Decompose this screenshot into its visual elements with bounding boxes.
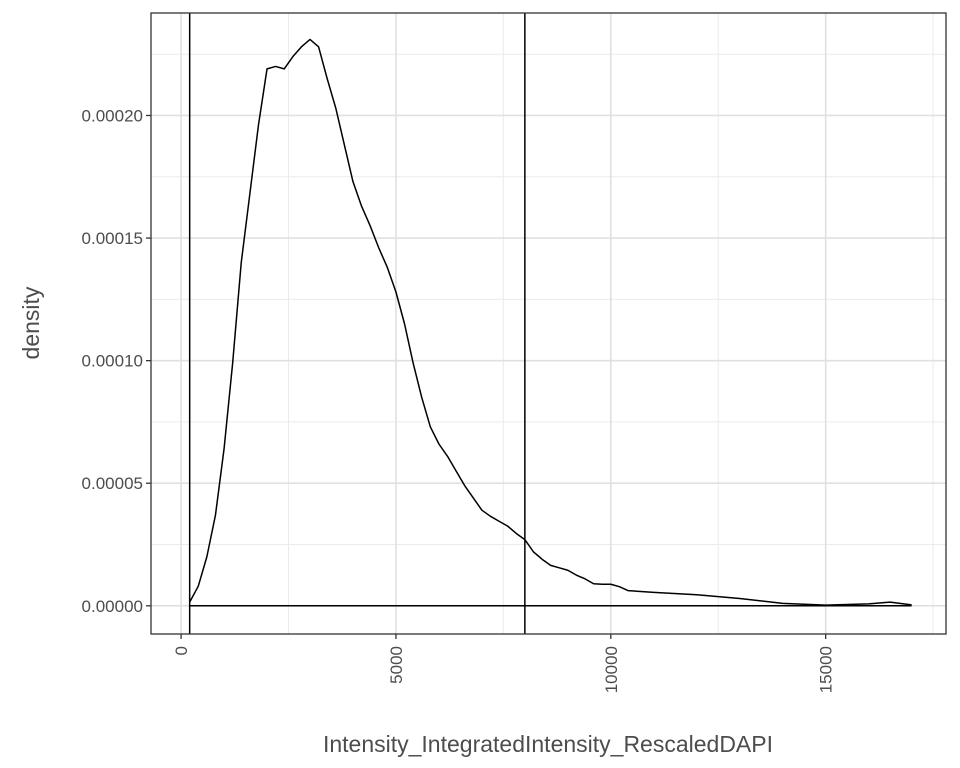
x-tick-label: 0 (172, 646, 191, 655)
minor-gridlines (151, 13, 946, 634)
data-layer (188, 13, 912, 634)
x-axis-ticks: 0 5000 10000 15000 (172, 634, 836, 693)
y-axis-ticks: 0.00000 0.00005 0.00010 0.00015 0.00020 (82, 106, 151, 616)
y-axis-title: density (18, 286, 44, 359)
y-tick-label: 0.00005 (82, 474, 143, 493)
y-tick-label: 0.00020 (82, 106, 143, 125)
x-tick-label: 15000 (817, 646, 836, 693)
y-tick-label: 0.00000 (82, 597, 143, 616)
y-tick-label: 0.00010 (82, 352, 143, 371)
density-curve (189, 38, 912, 606)
panel-background (151, 13, 946, 634)
x-tick-label: 10000 (602, 646, 621, 693)
x-tick-label: 5000 (387, 646, 406, 684)
x-axis-title: Intensity_IntegratedIntensity_RescaledDA… (323, 731, 773, 757)
panel-border (150, 12, 947, 635)
y-tick-label: 0.00015 (82, 229, 143, 248)
